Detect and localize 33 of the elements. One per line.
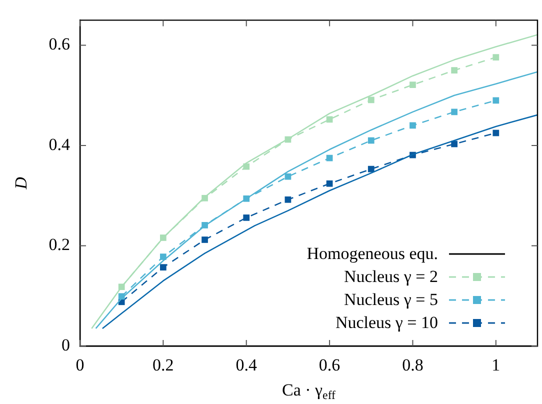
x-tick-label: 0.6 <box>318 356 340 375</box>
point <box>368 96 374 104</box>
legend-label: Nucleus γ = 2 <box>344 266 438 288</box>
point <box>160 254 166 260</box>
point <box>243 214 250 221</box>
y-axis-title: D <box>11 176 30 190</box>
point <box>368 137 374 144</box>
point <box>202 236 208 243</box>
legend-label: Homogeneous equ. <box>306 243 438 265</box>
point <box>368 166 374 172</box>
point <box>410 82 416 88</box>
point <box>492 54 500 60</box>
point <box>451 140 458 148</box>
y-tick-label: 0.6 <box>48 34 70 54</box>
y-tick-label: 0 <box>62 335 70 354</box>
x-tick-label: 0.8 <box>402 356 424 375</box>
point <box>410 122 416 129</box>
point <box>451 108 458 116</box>
y-tick-label: 0.4 <box>48 134 70 154</box>
legend-label: Nucleus γ = 5 <box>344 289 438 311</box>
x-tick-label: 0.2 <box>152 356 174 375</box>
point <box>451 67 458 74</box>
point <box>284 196 292 203</box>
y-tick-label: 0.2 <box>48 235 70 254</box>
point <box>492 97 500 104</box>
point <box>160 264 166 270</box>
point <box>492 130 500 136</box>
point <box>284 173 292 180</box>
point <box>326 180 333 187</box>
legend-label: Nucleus γ = 10 <box>335 312 438 334</box>
x-tick-label: 0.4 <box>236 356 258 375</box>
x-tick-label: 0 <box>76 356 84 375</box>
x-tick-label: 1 <box>492 356 500 375</box>
